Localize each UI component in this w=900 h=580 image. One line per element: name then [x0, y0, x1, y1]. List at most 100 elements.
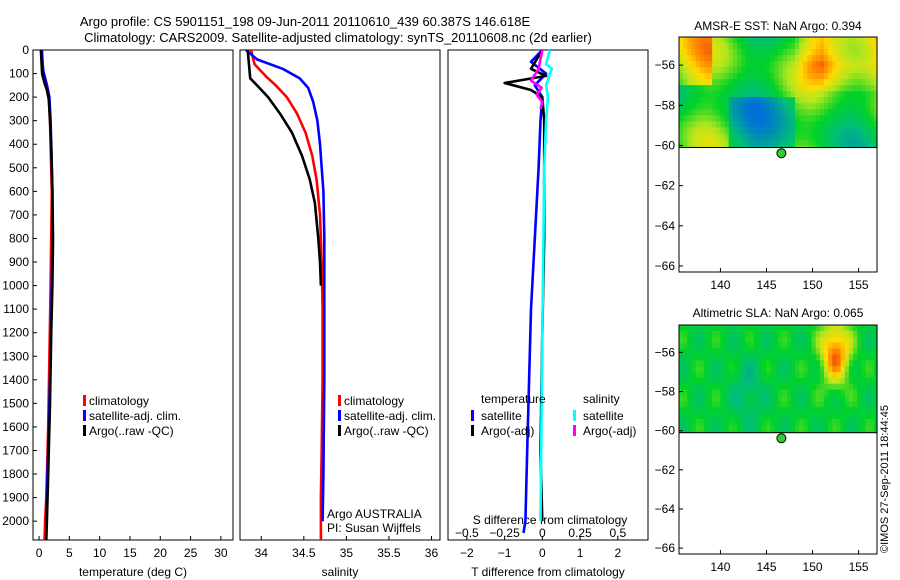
heatmap-cell: [737, 61, 742, 68]
heatmap-cell: [720, 430, 726, 434]
heatmap-cell: [815, 127, 821, 135]
heatmap-cell: [844, 61, 850, 68]
heatmap-cell: [824, 145, 829, 149]
heatmap-cell: [737, 91, 742, 98]
heatmap-cell: [873, 330, 878, 338]
heatmap-cell: [799, 348, 804, 355]
heatmap-cell: [815, 133, 821, 141]
heatmap-cell: [737, 115, 742, 122]
heatmap-cell: [857, 407, 862, 414]
x-tick-label: 155: [849, 278, 869, 292]
heatmap-cell: [703, 115, 709, 122]
heatmap-cell: [832, 43, 838, 50]
heatmap-cell: [782, 55, 788, 62]
heatmap-cell: [708, 85, 713, 92]
heatmap-cell: [861, 377, 867, 385]
heatmap-cell: [836, 109, 842, 116]
heatmap-cell: [786, 61, 792, 68]
legend-swatch: [83, 425, 86, 436]
heatmap-cell: [873, 115, 878, 122]
heatmap-cell: [766, 91, 771, 98]
heatmap-cell: [745, 109, 751, 116]
heatmap-cell: [716, 133, 722, 141]
y-tick-label: 1500: [2, 396, 29, 410]
heatmap-cell: [745, 354, 751, 361]
heatmap-cell: [836, 407, 842, 414]
heatmap-cell: [861, 79, 867, 86]
heatmap-cell: [824, 73, 829, 80]
heatmap-cell: [861, 336, 867, 344]
heatmap-cell: [703, 389, 709, 397]
heatmap-cell: [761, 360, 767, 367]
heatmap-cell: [803, 79, 809, 86]
heatmap-cell: [683, 127, 688, 135]
heatmap-cell: [778, 377, 784, 385]
heatmap-cell: [712, 401, 717, 408]
heatmap-cell: [828, 109, 833, 116]
x-tick-label: 30: [214, 546, 228, 560]
heatmap-cell: [795, 109, 800, 116]
heatmap-cell: [770, 418, 775, 426]
heatmap-cell: [770, 401, 775, 408]
heatmap-cell: [857, 139, 862, 147]
heatmap-cell: [782, 383, 788, 391]
heatmap-cell: [728, 115, 734, 122]
heatmap-cell: [745, 401, 751, 408]
legend-swatch: [83, 410, 86, 421]
heatmap-cell: [869, 348, 875, 355]
heatmap-cell: [828, 85, 833, 92]
heatmap-cell: [691, 430, 697, 434]
x-tick-label: −2: [460, 546, 474, 560]
heatmap-cell: [836, 395, 842, 402]
heatmap-cell: [716, 139, 722, 147]
heatmap-cell: [811, 79, 817, 86]
heatmap-cell: [770, 37, 775, 44]
heatmap-cell: [861, 139, 867, 147]
heatmap-cell: [774, 354, 780, 361]
heatmap-cell: [819, 49, 825, 56]
heatmap-cell: [865, 61, 871, 68]
heatmap-cell: [724, 55, 730, 62]
heatmap-cell: [708, 330, 713, 338]
heatmap-cell: [716, 424, 722, 432]
heatmap-cell: [815, 354, 821, 361]
heatmap-cell: [848, 424, 854, 432]
heatmap-cell: [724, 145, 730, 149]
heatmap-cell: [807, 55, 813, 62]
heatmap-cell: [691, 336, 697, 344]
heatmap-cell: [861, 330, 867, 338]
heatmap-cell: [683, 395, 688, 402]
heatmap-cell: [770, 79, 775, 86]
heatmap-cell: [741, 418, 746, 426]
heatmap-cell: [857, 103, 862, 110]
heatmap-cell: [873, 430, 878, 434]
heatmap-cell: [836, 73, 842, 80]
x2-tick-label: 0.5: [609, 526, 626, 540]
heatmap-cell: [687, 97, 693, 104]
heatmap-cell: [712, 79, 717, 86]
heatmap-cell: [807, 354, 813, 361]
heatmap-cell: [869, 360, 875, 367]
heatmap-cell: [679, 145, 684, 149]
heatmap-cell: [853, 360, 858, 367]
heatmap-cell: [857, 79, 862, 86]
heatmap-cell: [703, 91, 709, 98]
heatmap-cell: [720, 348, 726, 355]
heatmap-cell: [865, 127, 871, 135]
heatmap-cell: [828, 354, 833, 361]
heatmap-cell: [687, 37, 693, 44]
heatmap-cell: [828, 97, 833, 104]
heatmap-cell: [857, 342, 862, 350]
heatmap-cell: [807, 413, 813, 420]
heatmap-cell: [745, 79, 751, 86]
heatmap-cell: [828, 330, 833, 338]
heatmap-cell: [761, 121, 767, 128]
heatmap-cell: [708, 145, 713, 149]
heatmap-cell: [774, 61, 780, 68]
heatmap-cell: [699, 348, 705, 355]
heatmap-cell: [724, 73, 730, 80]
heatmap-cell: [703, 342, 709, 350]
y-tick-label: 1900: [2, 491, 29, 505]
heatmap-cell: [741, 407, 746, 414]
heatmap-cell: [703, 418, 709, 426]
